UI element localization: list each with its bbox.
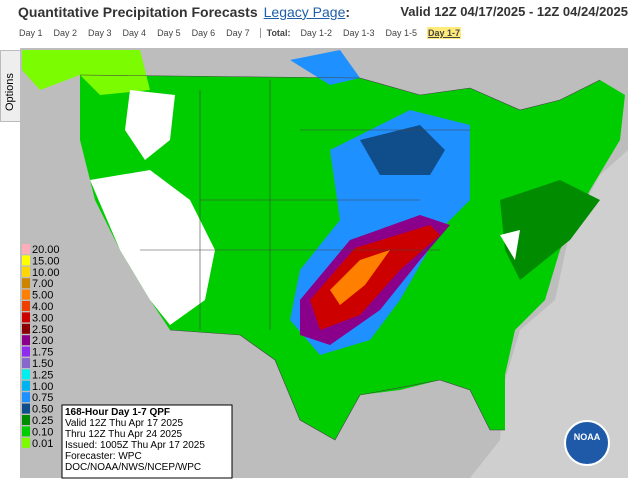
legend-label: 20.00 — [32, 244, 60, 256]
legend-swatch — [22, 426, 30, 437]
legend-label: 2.00 — [32, 335, 53, 347]
legend-label: 1.75 — [32, 347, 53, 359]
legend-swatch — [22, 369, 30, 380]
legend-swatch — [22, 278, 30, 289]
legend-swatch — [22, 323, 30, 334]
legend-label: 5.00 — [32, 290, 53, 302]
borders — [79, 74, 601, 441]
precip-east — [500, 180, 600, 280]
legend-swatch — [22, 312, 30, 323]
total-tab[interactable]: Day 1-5 — [385, 28, 417, 38]
legend-swatch — [22, 255, 30, 266]
info-line: Forecaster: WPC — [65, 451, 142, 462]
total-tab[interactable]: Day 1-2 — [300, 28, 332, 38]
day-tab[interactable]: Day 4 — [122, 28, 147, 38]
legend-label: 0.50 — [32, 404, 53, 416]
legend-label: 1.50 — [32, 358, 53, 370]
info-line: Valid 12Z Thu Apr 17 2025 — [65, 418, 183, 429]
legend-swatch — [22, 301, 30, 311]
legend-label: 2.50 — [32, 324, 53, 336]
day-tab[interactable]: Day 7 — [226, 28, 250, 38]
day-tab[interactable]: Day 1 — [19, 28, 43, 38]
legend-swatch — [22, 244, 30, 254]
legend-label: 1.00 — [32, 381, 53, 393]
precip-orange — [330, 250, 390, 305]
info-box — [61, 404, 233, 479]
precip-nw — [22, 50, 150, 95]
total-label: Total: — [259, 28, 290, 38]
precip-lakes — [360, 125, 445, 175]
legend-label: 15.00 — [32, 255, 60, 267]
day-tab[interactable]: Day 2 — [53, 28, 78, 38]
header-title: Quantitative Precipitation Forecasts Lega… — [18, 4, 350, 20]
legend-swatch — [22, 403, 30, 414]
legend-label: 0.01 — [32, 438, 53, 450]
legend-label: 1.25 — [32, 369, 53, 381]
legend-swatch — [22, 289, 30, 300]
valid-period: Valid 12Z 04/17/2025 - 12Z 04/24/2025 — [400, 4, 628, 19]
legend-label: 0.75 — [32, 392, 53, 404]
legend-swatch — [22, 392, 30, 403]
legend-label: 4.00 — [32, 301, 53, 313]
legend-swatch — [22, 266, 30, 277]
precip-canada — [290, 50, 360, 85]
legend-swatch — [22, 415, 30, 425]
legend-label: 10.00 — [32, 267, 60, 279]
legacy-link[interactable]: Legacy Page — [263, 4, 346, 20]
legend-swatch — [22, 346, 30, 357]
legend-label: 0.25 — [32, 415, 53, 427]
tab-bar: Day 1 Day 2 Day 3 Day 4 Day 5 Day 6 Day 7 Total… — [18, 27, 462, 39]
dry-sw — [90, 170, 215, 325]
info-line: Issued: 1005Z Thu Apr 17 2025 — [65, 440, 205, 451]
legend-swatch — [22, 335, 30, 346]
legend-label: 3.00 — [32, 312, 53, 324]
total-tab[interactable]: Day 1-7 — [426, 27, 462, 39]
info-line: DOC/NOAA/NWS/NCEP/WPC — [65, 462, 201, 473]
title-text: Quantitative Precipitation Forecasts — [18, 4, 258, 20]
legend: 20.0015.0010.007.005.004.003.002.502.001… — [22, 244, 60, 450]
info-line: Thru 12Z Thu Apr 24 2025 — [65, 429, 183, 440]
legend-label: 0.10 — [32, 426, 53, 438]
day-tab[interactable]: Day 5 — [157, 28, 181, 38]
colon: : — [345, 4, 351, 20]
day-tab[interactable]: Day 3 — [88, 28, 112, 38]
info-line: 168-Hour Day 1-7 QPF — [65, 407, 170, 418]
legend-label: 7.00 — [32, 278, 53, 290]
precip-red — [310, 225, 440, 330]
legend-swatch — [22, 437, 30, 448]
legend-swatch — [22, 380, 30, 391]
dry-east — [500, 230, 520, 260]
noaa-text: NOAA — [574, 432, 601, 442]
dry-nw — [125, 90, 175, 160]
noaa-logo — [564, 420, 610, 466]
legend-swatch — [22, 358, 30, 368]
day-tab[interactable]: Day 6 — [191, 28, 216, 38]
total-tab[interactable]: Day 1-3 — [342, 28, 375, 38]
